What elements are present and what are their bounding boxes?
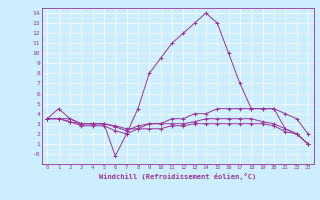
X-axis label: Windchill (Refroidissement éolien,°C): Windchill (Refroidissement éolien,°C) — [99, 173, 256, 180]
